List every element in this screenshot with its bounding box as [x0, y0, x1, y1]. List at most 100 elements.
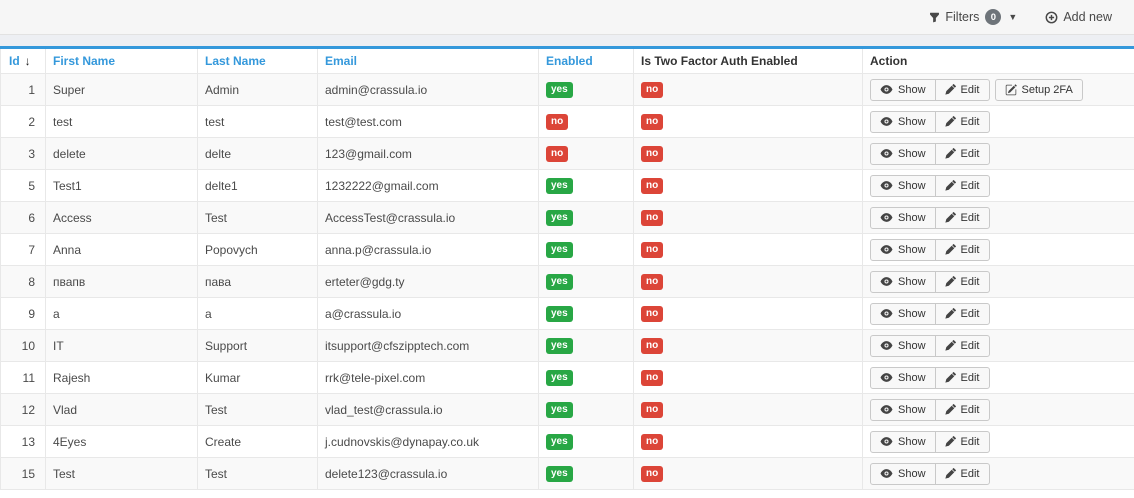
cell-enabled: yes: [538, 457, 634, 490]
show-button[interactable]: Show: [870, 206, 936, 229]
two_factor-status-badge: no: [641, 114, 664, 130]
column-header-enabled[interactable]: Enabled: [538, 47, 634, 74]
column-header-id[interactable]: Id ↓: [0, 47, 46, 74]
cell-last-name: a: [197, 297, 318, 330]
cell-action: Show Edit: [862, 361, 1134, 394]
edit-button[interactable]: Edit: [934, 398, 990, 421]
toolbar-spacer: [0, 35, 1134, 46]
action-button-group: Show Edit: [870, 78, 990, 101]
cell-last-name: Support: [197, 329, 318, 362]
cell-first-name: 4Eyes: [45, 425, 198, 458]
show-button[interactable]: Show: [870, 78, 936, 101]
show-button[interactable]: Show: [870, 174, 936, 197]
cell-two-factor: no: [633, 329, 863, 362]
cell-first-name: Vlad: [45, 393, 198, 426]
show-button[interactable]: Show: [870, 462, 936, 485]
two_factor-status-badge: no: [641, 82, 664, 98]
edit-button[interactable]: Edit: [934, 206, 990, 229]
button-label: Edit: [960, 339, 980, 352]
pencil-icon: [944, 436, 956, 447]
button-label: Edit: [960, 115, 980, 128]
edit-button[interactable]: Edit: [934, 142, 990, 165]
edit-button[interactable]: Edit: [934, 430, 990, 453]
column-header-label: Email: [325, 54, 358, 68]
cell-first-name: Test: [45, 457, 198, 490]
cell-action: Show Edit: [862, 297, 1134, 330]
enabled-status-badge: yes: [546, 466, 573, 482]
cell-enabled: yes: [538, 169, 634, 202]
edit-button[interactable]: Edit: [934, 366, 990, 389]
cell-id: 8: [0, 265, 46, 298]
pencil-icon: [944, 308, 956, 319]
cell-id: 15: [0, 457, 46, 490]
filter-icon: [929, 12, 940, 23]
show-button[interactable]: Show: [870, 110, 936, 133]
column-header-email[interactable]: Email: [317, 47, 539, 74]
pencil-icon: [944, 276, 956, 287]
enabled-status-badge: yes: [546, 370, 573, 386]
cell-email: AccessTest@crassula.io: [317, 201, 539, 234]
column-header-label: First Name: [53, 54, 116, 68]
table-row: 1 Super Admin admin@crassula.io yes no Show Edi…: [0, 73, 1134, 106]
two_factor-status-badge: no: [641, 274, 664, 290]
cell-enabled: yes: [538, 393, 634, 426]
cell-id: 9: [0, 297, 46, 330]
edit-button[interactable]: Edit: [934, 334, 990, 357]
action-button-group: Show Edit: [870, 110, 990, 133]
edit-button[interactable]: Edit: [934, 238, 990, 261]
cell-id: 2: [0, 105, 46, 138]
action-buttons: Show Edit: [870, 398, 1127, 421]
show-button[interactable]: Show: [870, 142, 936, 165]
button-label: Edit: [960, 275, 980, 288]
setup-2fa-button[interactable]: Setup 2FA: [994, 78, 1083, 101]
button-label: Edit: [960, 179, 980, 192]
cell-id: 6: [0, 201, 46, 234]
cell-first-name: Anna: [45, 233, 198, 266]
column-header-last_name[interactable]: Last Name: [197, 47, 318, 74]
filters-button[interactable]: Filters 0 ▼: [929, 9, 1017, 25]
edit-button[interactable]: Edit: [934, 302, 990, 325]
show-button[interactable]: Show: [870, 430, 936, 453]
eye-icon: [880, 308, 893, 319]
enabled-status-badge: yes: [546, 210, 573, 226]
cell-enabled: yes: [538, 201, 634, 234]
cell-last-name: Test: [197, 457, 318, 490]
table-row: 15 Test Test delete123@crassula.io yes no Show…: [0, 457, 1134, 490]
action-buttons: Show Edit: [870, 110, 1127, 133]
show-button[interactable]: Show: [870, 398, 936, 421]
button-label: Show: [898, 467, 926, 480]
eye-icon: [880, 436, 893, 447]
table-row: 3 delete delte 123@gmail.com no no Show Edit: [0, 137, 1134, 170]
edit-button[interactable]: Edit: [934, 174, 990, 197]
two_factor-status-badge: no: [641, 434, 664, 450]
button-label: Show: [898, 275, 926, 288]
add-new-button[interactable]: Add new: [1045, 10, 1112, 24]
show-button[interactable]: Show: [870, 366, 936, 389]
cell-two-factor: no: [633, 169, 863, 202]
eye-icon: [880, 84, 893, 95]
pencil-icon: [944, 244, 956, 255]
cell-last-name: Admin: [197, 73, 318, 106]
cell-id: 12: [0, 393, 46, 426]
action-button-group: Show Edit: [870, 270, 990, 293]
two_factor-status-badge: no: [641, 306, 664, 322]
show-button[interactable]: Show: [870, 270, 936, 293]
cell-email: a@crassula.io: [317, 297, 539, 330]
show-button[interactable]: Show: [870, 302, 936, 325]
edit-button[interactable]: Edit: [934, 462, 990, 485]
cell-last-name: пава: [197, 265, 318, 298]
cell-two-factor: no: [633, 233, 863, 266]
column-header-first_name[interactable]: First Name: [45, 47, 198, 74]
edit-button[interactable]: Edit: [934, 270, 990, 293]
cell-email: test@test.com: [317, 105, 539, 138]
cell-email: 1232222@gmail.com: [317, 169, 539, 202]
show-button[interactable]: Show: [870, 334, 936, 357]
cell-email: 123@gmail.com: [317, 137, 539, 170]
cell-last-name: Popovych: [197, 233, 318, 266]
show-button[interactable]: Show: [870, 238, 936, 261]
cell-id: 3: [0, 137, 46, 170]
enabled-status-badge: no: [546, 114, 569, 130]
edit-button[interactable]: Edit: [934, 78, 990, 101]
eye-icon: [880, 116, 893, 127]
edit-button[interactable]: Edit: [934, 110, 990, 133]
